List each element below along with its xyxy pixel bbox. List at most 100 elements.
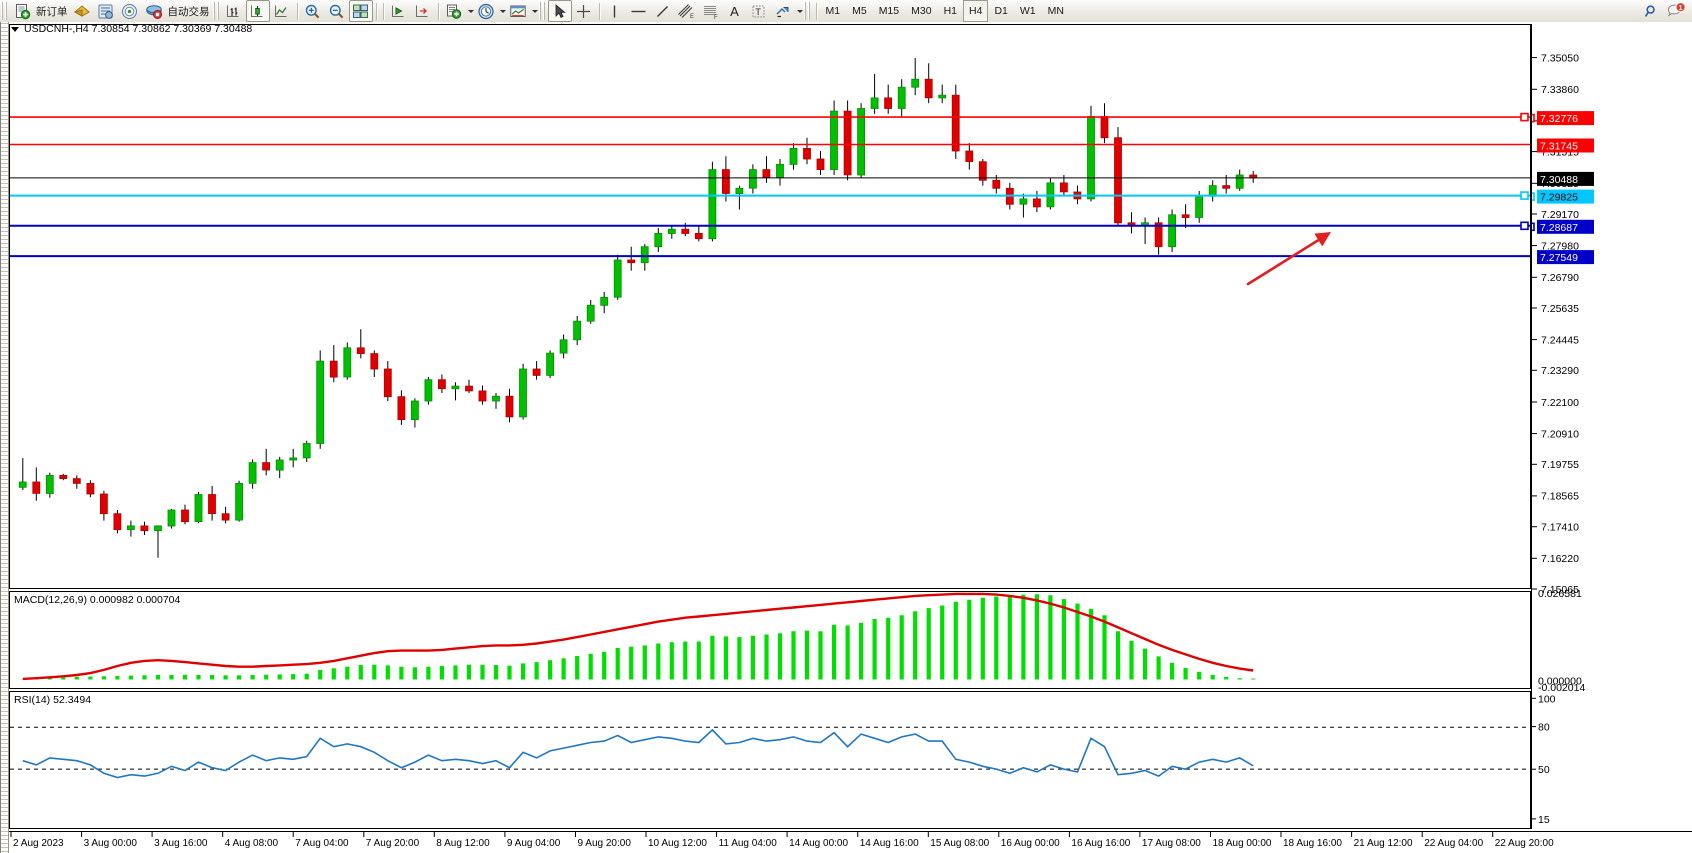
timeframe-d1-button[interactable]: D1 bbox=[994, 5, 1008, 17]
price-tag-resistance: 7.31745 bbox=[1537, 138, 1594, 153]
timeframe-group-grip[interactable] bbox=[803, 2, 811, 20]
svg-text:7.26790: 7.26790 bbox=[1541, 272, 1579, 284]
templates-icon[interactable] bbox=[506, 0, 530, 22]
new-order-label[interactable]: 新订单 bbox=[36, 5, 68, 18]
svg-text:7.24445: 7.24445 bbox=[1541, 334, 1579, 346]
notifications-icon[interactable]: 1 bbox=[1664, 0, 1688, 22]
svg-text:7 Aug 20:00: 7 Aug 20:00 bbox=[366, 838, 420, 849]
svg-text:7.28687: 7.28687 bbox=[1540, 222, 1578, 234]
chart-title-bar: USDCNH-,H4 7.30854 7.30862 7.30369 7.304… bbox=[9, 22, 252, 36]
toolbar-grip[interactable] bbox=[1, 2, 8, 20]
timeframe-m5-button[interactable]: M5 bbox=[852, 5, 867, 17]
svg-text:7.25635: 7.25635 bbox=[1541, 303, 1579, 315]
crosshair-icon[interactable] bbox=[572, 0, 596, 22]
svg-text:7.17410: 7.17410 bbox=[1541, 522, 1579, 534]
text-label-icon[interactable]: A bbox=[723, 0, 747, 22]
price-axis[interactable]: 7.350507.338607.326707.315157.303257.291… bbox=[1531, 24, 1692, 829]
text-tool-label: A bbox=[730, 3, 739, 19]
svg-text:7.32776: 7.32776 bbox=[1540, 113, 1578, 125]
rsi-pane[interactable]: RSI(14) 52.3494 bbox=[9, 691, 1531, 829]
svg-text:E: E bbox=[690, 14, 694, 20]
svg-text:100: 100 bbox=[1538, 693, 1556, 705]
macd-label: MACD(12,26,9) 0.000982 0.000704 bbox=[14, 594, 181, 606]
price-axis-svg[interactable]: 7.350507.338607.326707.315157.303257.291… bbox=[1532, 24, 1692, 829]
period-clock-icon[interactable] bbox=[474, 0, 498, 22]
text-box-icon[interactable]: T bbox=[747, 0, 771, 22]
navigator-icon[interactable] bbox=[118, 0, 142, 22]
bar-chart-icon[interactable] bbox=[222, 0, 246, 22]
equidistant-channel-icon[interactable]: E bbox=[675, 0, 699, 22]
arrows-shapes-icon[interactable] bbox=[771, 0, 795, 22]
svg-text:7.27549: 7.27549 bbox=[1540, 252, 1578, 264]
svg-text:3 Aug 00:00: 3 Aug 00:00 bbox=[84, 838, 138, 849]
autotrading-icon[interactable] bbox=[142, 0, 166, 22]
svg-text:7 Aug 04:00: 7 Aug 04:00 bbox=[295, 838, 349, 849]
horizontal-line-icon[interactable] bbox=[627, 0, 651, 22]
price-tag-last-price: 7.30488 bbox=[1537, 171, 1594, 186]
time-axis[interactable]: 2 Aug 2023 3 Aug 00:00 3 Aug 16:00 4 Aug 08… bbox=[9, 831, 1692, 853]
price-tag-bid: 7.29825 bbox=[1532, 189, 1594, 204]
drawing-group-grip[interactable] bbox=[538, 2, 546, 20]
svg-text:17 Aug 08:00: 17 Aug 08:00 bbox=[1142, 838, 1201, 849]
line-chart-icon[interactable] bbox=[270, 0, 294, 22]
price-tag-support: 7.28687 bbox=[1532, 219, 1594, 234]
price-chart-svg[interactable] bbox=[10, 25, 1530, 588]
macd-chart-svg[interactable] bbox=[10, 592, 1530, 688]
svg-text:7.29825: 7.29825 bbox=[1540, 192, 1578, 204]
rsi-chart-svg[interactable] bbox=[10, 692, 1530, 828]
svg-text:0.000000: 0.000000 bbox=[1538, 675, 1582, 687]
price-pane[interactable] bbox=[9, 24, 1531, 589]
svg-text:10 Aug 12:00: 10 Aug 12:00 bbox=[648, 838, 707, 849]
macd-pane[interactable]: MACD(12,26,9) 0.000982 0.000704 bbox=[9, 591, 1531, 689]
data-window-icon[interactable] bbox=[94, 0, 118, 22]
tile-windows-icon[interactable] bbox=[348, 0, 373, 22]
svg-text:14 Aug 16:00: 14 Aug 16:00 bbox=[860, 838, 919, 849]
period-dropdown-caret[interactable] bbox=[499, 9, 506, 13]
chart-type-group-grip[interactable] bbox=[212, 2, 220, 20]
zoom-out-icon[interactable] bbox=[325, 0, 349, 22]
trendline-icon[interactable] bbox=[651, 0, 675, 22]
search-icon[interactable] bbox=[1640, 0, 1664, 22]
cursor-icon[interactable] bbox=[547, 0, 572, 22]
indicator-dropdown-caret[interactable] bbox=[467, 9, 474, 13]
timeframe-m1-button[interactable]: M1 bbox=[825, 5, 841, 17]
svg-text:9 Aug 20:00: 9 Aug 20:00 bbox=[578, 838, 632, 849]
chart-window: USDCNH-,H4 7.30854 7.30862 7.30369 7.304… bbox=[0, 22, 1692, 853]
timeframe-mn-button[interactable]: MN bbox=[1047, 5, 1064, 17]
shift-start-icon[interactable] bbox=[387, 0, 411, 22]
svg-text:80: 80 bbox=[1538, 722, 1550, 734]
timeframe-m30-button[interactable]: M30 bbox=[911, 5, 932, 17]
shift-end-icon[interactable] bbox=[411, 0, 435, 22]
toolbar-separator bbox=[382, 2, 384, 20]
price-tag-support: 7.27549 bbox=[1537, 250, 1594, 265]
templates-dropdown-caret[interactable] bbox=[531, 9, 538, 13]
svg-text:7.23290: 7.23290 bbox=[1541, 365, 1579, 377]
chevron-down-icon[interactable] bbox=[11, 26, 19, 32]
svg-text:1: 1 bbox=[1679, 3, 1683, 12]
svg-text:7.20910: 7.20910 bbox=[1541, 428, 1579, 440]
rsi-label: RSI(14) 52.3494 bbox=[14, 694, 92, 706]
svg-text:7.31745: 7.31745 bbox=[1540, 141, 1578, 153]
zoom-in-icon[interactable] bbox=[301, 0, 325, 22]
timeframe-h4-button[interactable]: H4 bbox=[963, 0, 989, 22]
toolbar-separator bbox=[375, 2, 377, 20]
vertical-line-icon[interactable] bbox=[603, 0, 627, 22]
autotrading-label[interactable]: 自动交易 bbox=[167, 5, 210, 18]
shapes-dropdown-caret[interactable] bbox=[796, 9, 803, 13]
timeframe-m15-button[interactable]: M15 bbox=[878, 5, 900, 17]
symbol-ohlc-label: USDCNH-,H4 7.30854 7.30862 7.30369 7.304… bbox=[24, 23, 253, 35]
timeframe-w1-button[interactable]: W1 bbox=[1019, 5, 1036, 17]
svg-text:F: F bbox=[714, 15, 718, 20]
toolbar-separator bbox=[598, 2, 600, 20]
svg-text:7.29170: 7.29170 bbox=[1541, 209, 1579, 221]
svg-text:T: T bbox=[755, 7, 761, 17]
candlestick-chart-icon[interactable] bbox=[245, 0, 270, 22]
market-watch-icon[interactable] bbox=[70, 0, 94, 22]
fibonacci-icon[interactable]: F bbox=[699, 0, 723, 22]
add-indicator-icon[interactable] bbox=[442, 0, 466, 22]
new-order-button[interactable] bbox=[10, 0, 34, 22]
toolbar-separator bbox=[815, 2, 817, 20]
chart-window-grip[interactable] bbox=[1, 22, 9, 853]
timeframe-h1-button[interactable]: H1 bbox=[943, 5, 957, 17]
